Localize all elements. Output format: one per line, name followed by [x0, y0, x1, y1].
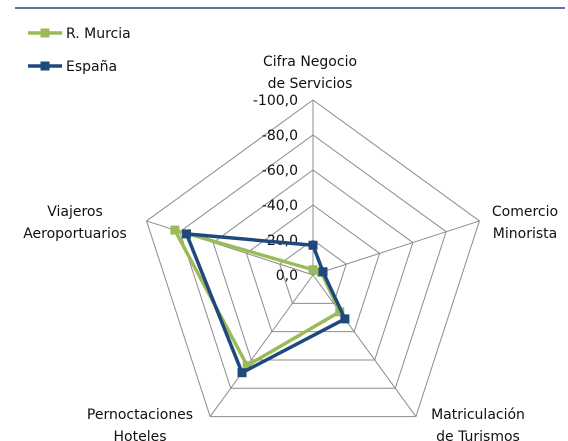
r-tick-label: -40,0 — [262, 198, 298, 214]
category-label: Comercio — [492, 204, 558, 220]
series-marker — [318, 267, 328, 277]
spoke — [312, 274, 417, 417]
legend-marker — [40, 28, 50, 38]
category-label: de Turismos — [436, 429, 520, 441]
r-tick-label: -80,0 — [262, 128, 298, 144]
series-marker — [182, 229, 192, 239]
category-label: Hoteles — [114, 429, 167, 441]
category-label: de Servicios — [268, 76, 353, 92]
category-label: Cifra Negocio — [263, 54, 357, 70]
series-marker — [308, 240, 318, 250]
legend-label: España — [66, 59, 117, 75]
category-label: Aeroportuarios — [23, 226, 127, 242]
series-marker — [242, 361, 252, 371]
legend-marker — [40, 61, 50, 71]
r-tick-label: -100,0 — [253, 93, 298, 109]
legend-label: R. Murcia — [66, 26, 131, 42]
grid-ring — [145, 99, 481, 418]
spoke — [209, 274, 314, 417]
series-marker — [170, 225, 180, 235]
grid-ring — [179, 134, 447, 389]
category-label: Minorista — [493, 226, 557, 242]
category-label: Pernoctaciones — [87, 407, 193, 423]
series-marker — [340, 314, 350, 324]
category-label: Matriculación — [431, 407, 525, 423]
series-marker — [237, 368, 247, 378]
category-label: Viajeros — [47, 204, 103, 220]
r-tick-label: -60,0 — [262, 163, 298, 179]
spoke — [312, 220, 480, 276]
grid-ring — [245, 204, 381, 333]
series-marker — [308, 265, 318, 275]
r-tick-label: 0,0 — [276, 268, 298, 284]
grid-ring — [212, 169, 414, 361]
